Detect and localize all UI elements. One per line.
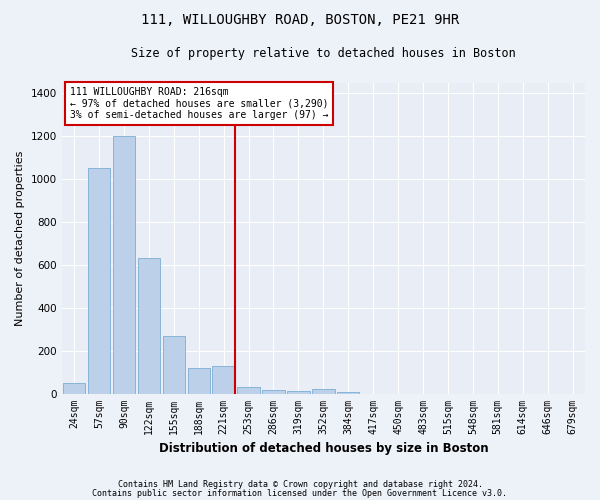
Bar — [212, 366, 235, 394]
Bar — [312, 390, 335, 394]
Bar — [113, 136, 135, 394]
Bar — [188, 368, 210, 394]
Text: 111, WILLOUGHBY ROAD, BOSTON, PE21 9HR: 111, WILLOUGHBY ROAD, BOSTON, PE21 9HR — [141, 12, 459, 26]
Bar — [238, 387, 260, 394]
Text: 111 WILLOUGHBY ROAD: 216sqm
← 97% of detached houses are smaller (3,290)
3% of s: 111 WILLOUGHBY ROAD: 216sqm ← 97% of det… — [70, 87, 328, 120]
Bar — [337, 392, 359, 394]
Title: Size of property relative to detached houses in Boston: Size of property relative to detached ho… — [131, 48, 516, 60]
Bar — [63, 383, 85, 394]
Y-axis label: Number of detached properties: Number of detached properties — [15, 150, 25, 326]
Bar — [137, 258, 160, 394]
Bar — [262, 390, 285, 394]
Text: Contains HM Land Registry data © Crown copyright and database right 2024.: Contains HM Land Registry data © Crown c… — [118, 480, 482, 489]
Text: Contains public sector information licensed under the Open Government Licence v3: Contains public sector information licen… — [92, 488, 508, 498]
Bar — [163, 336, 185, 394]
X-axis label: Distribution of detached houses by size in Boston: Distribution of detached houses by size … — [158, 442, 488, 455]
Bar — [287, 392, 310, 394]
Bar — [88, 168, 110, 394]
